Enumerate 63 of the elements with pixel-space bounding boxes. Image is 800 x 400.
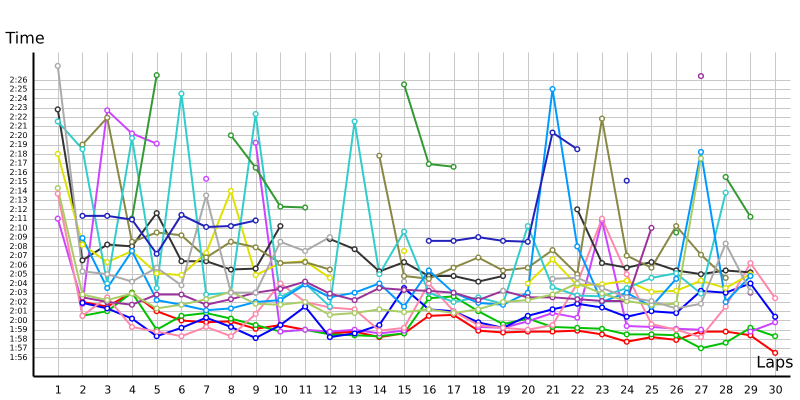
x-tick-label: 11 bbox=[298, 384, 313, 396]
x-tick-label: 26 bbox=[670, 384, 684, 396]
x-tick-label: 4 bbox=[128, 384, 136, 396]
x-tick-label: 24 bbox=[620, 384, 634, 396]
x-tick-label: 21 bbox=[546, 384, 560, 396]
x-tick-label: 28 bbox=[719, 384, 734, 396]
x-tick-label: 25 bbox=[644, 384, 659, 396]
y-tick-label: 2:00 bbox=[10, 316, 28, 325]
y-tick-label: 2:10 bbox=[10, 223, 28, 232]
x-tick-label: 22 bbox=[570, 384, 585, 396]
x-tick-label: 9 bbox=[252, 384, 260, 396]
x-tick-label: 10 bbox=[274, 384, 288, 396]
x-tick-label: 5 bbox=[154, 384, 161, 396]
y-tick-label: 2:08 bbox=[10, 242, 28, 251]
y-tick-label: 1:59 bbox=[10, 325, 28, 334]
y-tick-label: 2:22 bbox=[10, 112, 28, 122]
y-tick-label: 2:17 bbox=[10, 158, 28, 168]
x-tick-label: 30 bbox=[768, 384, 783, 396]
y-tick-label: 2:11 bbox=[10, 214, 28, 224]
y-tick-label: 1:57 bbox=[10, 344, 28, 353]
y-tick-label: 2:09 bbox=[10, 232, 28, 242]
y-tick-label: 2:04 bbox=[10, 278, 28, 288]
x-tick-label: 7 bbox=[203, 384, 210, 396]
x-tick-label: 12 bbox=[323, 384, 338, 396]
x-axis-title: Laps bbox=[756, 352, 794, 372]
y-tick-label: 2:23 bbox=[10, 103, 28, 112]
y-tick-label: 2:16 bbox=[10, 168, 28, 177]
y-tick-label: 2:25 bbox=[10, 84, 28, 94]
y-tick-label: 2:14 bbox=[10, 186, 28, 196]
y-tick-label: 1:56 bbox=[10, 352, 28, 362]
y-tick-label: 2:02 bbox=[10, 297, 28, 306]
x-tick-label: 13 bbox=[348, 384, 362, 396]
x-tick-label: 15 bbox=[398, 384, 412, 396]
x-tick-label: 2 bbox=[79, 384, 86, 396]
y-tick-label: 2:01 bbox=[10, 306, 28, 316]
y-tick-label: 2:18 bbox=[10, 149, 28, 158]
x-tick-label: 20 bbox=[521, 384, 536, 396]
x-tick-label: 1 bbox=[54, 384, 62, 396]
y-tick-label: 2:12 bbox=[10, 204, 28, 214]
x-tick-label: 17 bbox=[447, 384, 462, 396]
y-axis-title: Time bbox=[4, 28, 45, 48]
x-tick-label: 23 bbox=[595, 384, 610, 396]
y-tick-label: 1:58 bbox=[10, 334, 28, 344]
y-tick-label: 2:21 bbox=[10, 122, 28, 131]
y-tick-label: 2:20 bbox=[10, 130, 28, 140]
x-tick-label: 27 bbox=[694, 384, 708, 396]
y-tick-label: 2:24 bbox=[10, 94, 28, 103]
y-tick-label: 2:03 bbox=[10, 288, 28, 298]
x-tick-label: 18 bbox=[472, 384, 486, 396]
x-tick-label: 14 bbox=[372, 384, 387, 396]
x-tick-label: 8 bbox=[228, 384, 235, 396]
y-tick-label: 2:19 bbox=[10, 140, 28, 150]
y-tick-label: 2:13 bbox=[10, 196, 28, 205]
y-tick-label: 2:06 bbox=[10, 260, 28, 270]
x-tick-label: 29 bbox=[744, 384, 758, 396]
y-tick-label: 2:05 bbox=[10, 270, 28, 279]
y-tick-label: 2:26 bbox=[10, 75, 28, 84]
y-tick-label: 2:15 bbox=[10, 177, 28, 186]
x-tick-label: 3 bbox=[104, 384, 112, 396]
y-tick-label: 2:07 bbox=[10, 251, 28, 260]
x-tick-label: 6 bbox=[178, 384, 186, 396]
x-tick-label: 16 bbox=[422, 384, 436, 396]
x-tick-label: 19 bbox=[496, 384, 511, 396]
